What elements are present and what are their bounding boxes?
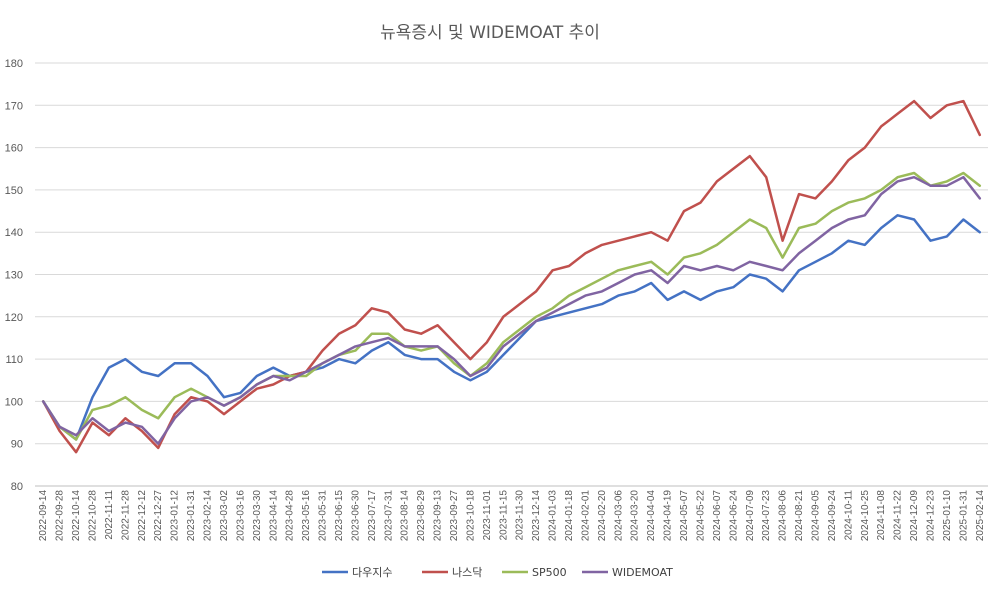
x-tick-label: 2024-12-23 [925,490,936,542]
legend-label: SP500 [532,566,567,579]
x-tick-label: 2022-09-28 [55,490,66,542]
x-tick-label: 2024-07-09 [745,490,756,542]
x-tick-label: 2023-01-12 [170,490,181,542]
x-tick-label: 2022-09-14 [38,490,49,542]
x-tick-label: 2024-05-07 [679,490,690,542]
x-tick-label: 2024-11-22 [893,490,904,541]
x-tick-label: 2024-05-22 [695,490,706,542]
x-tick-label: 2023-03-16 [235,490,246,542]
y-tick-label: 160 [5,143,23,155]
x-tick-label: 2023-11-30 [515,490,526,541]
x-tick-label: 2023-10-18 [465,490,476,542]
series-line-4 [41,175,982,445]
chart-title: 뉴욕증시 및 WIDEMOAT 추이 [380,23,600,43]
x-tick-label: 2023-08-14 [400,490,411,542]
legend-item-3: SP500 [502,566,567,579]
x-tick-label: 2022-10-14 [71,490,82,542]
x-tick-label: 2024-02-20 [597,490,608,542]
x-tick-label: 2023-04-28 [285,490,296,542]
legend: 다우지수 나스닥 SP500 WIDEMOAT [322,566,673,579]
x-tick-label: 2025-01-10 [942,490,953,542]
y-tick-label: 180 [5,58,23,70]
x-tick-label: 2023-11-01 [482,490,493,541]
x-tick-label: 2023-11-15 [498,490,509,541]
x-tick-label: 2024-03-06 [613,490,624,542]
x-tick-label: 2024-02-01 [580,490,591,542]
legend-item-4: WIDEMOAT [582,566,673,579]
x-tick-label: 2023-01-31 [186,490,197,542]
x-axis-ticks: 2022-09-14 2022-09-28 2022-10-14 2022-10-28… [38,490,986,542]
x-tick-label: 2024-04-04 [646,490,657,542]
y-tick-label: 120 [5,312,23,324]
x-tick-label: 2024-08-06 [778,490,789,542]
x-tick-label: 2023-09-27 [449,490,460,542]
x-tick-label: 2023-12-14 [531,490,542,542]
x-tick-label: 2022-10-28 [88,490,99,542]
x-tick-label: 2024-12-09 [909,490,920,542]
series-line-3 [41,171,982,441]
x-tick-label: 2023-03-02 [219,490,230,542]
legend-item-1: 다우지수 [322,566,392,579]
x-tick-label: 2023-02-14 [203,490,214,542]
x-tick-label: 2023-06-30 [350,490,361,542]
x-tick-label: 2022-11-11 [104,490,115,540]
y-tick-label: 140 [5,227,23,239]
x-tick-label: 2022-12-12 [137,490,148,542]
x-tick-label: 2024-10-11 [843,490,854,541]
x-tick-label: 2024-06-24 [728,490,739,542]
x-tick-label: 2023-08-29 [416,490,427,542]
x-tick-label: 2024-08-21 [794,490,805,542]
x-tick-label: 2023-07-31 [383,490,394,542]
legend-item-2: 나스닥 [422,566,482,579]
x-tick-label: 2024-01-03 [548,490,559,542]
x-tick-label: 2024-09-05 [810,490,821,542]
series-line-1 [41,214,982,441]
legend-label: 나스닥 [452,566,482,579]
legend-label: 다우지수 [352,566,392,579]
x-tick-label: 2024-07-23 [761,490,772,542]
y-tick-label: 110 [5,354,23,366]
x-tick-label: 2024-11-08 [876,490,887,541]
x-tick-label: 2022-11-28 [120,490,131,541]
series-lines [41,99,982,454]
x-tick-label: 2025-01-31 [958,490,969,542]
y-tick-label: 130 [5,270,23,282]
y-tick-label: 100 [5,396,23,408]
x-tick-label: 2023-06-15 [334,490,345,542]
y-axis-ticks: 80 90 100 110 120 130 140 150 160 170 180 [5,58,23,493]
x-tick-label: 2023-04-14 [268,490,279,542]
x-tick-label: 2025-02-14 [975,490,986,542]
x-tick-label: 2023-07-17 [367,490,378,542]
x-tick-label: 2024-06-07 [712,490,723,542]
y-tick-label: 170 [5,100,23,112]
x-tick-label: 2023-05-31 [318,490,329,542]
x-tick-label: 2023-03-30 [252,490,263,542]
y-tick-label: 90 [11,439,23,451]
x-tick-label: 2022-12-27 [153,490,164,542]
x-tick-label: 2024-01-18 [564,490,575,542]
x-tick-label: 2024-04-19 [663,490,674,542]
x-tick-label: 2024-09-24 [827,490,838,542]
x-tick-label: 2024-03-20 [630,490,641,542]
x-tick-label: 2023-05-16 [301,490,312,542]
y-tick-label: 150 [5,185,23,197]
x-tick-label: 2023-09-13 [433,490,444,542]
x-tick-label: 2024-10-25 [860,490,871,542]
legend-label: WIDEMOAT [612,566,673,579]
y-tick-label: 80 [11,481,23,493]
